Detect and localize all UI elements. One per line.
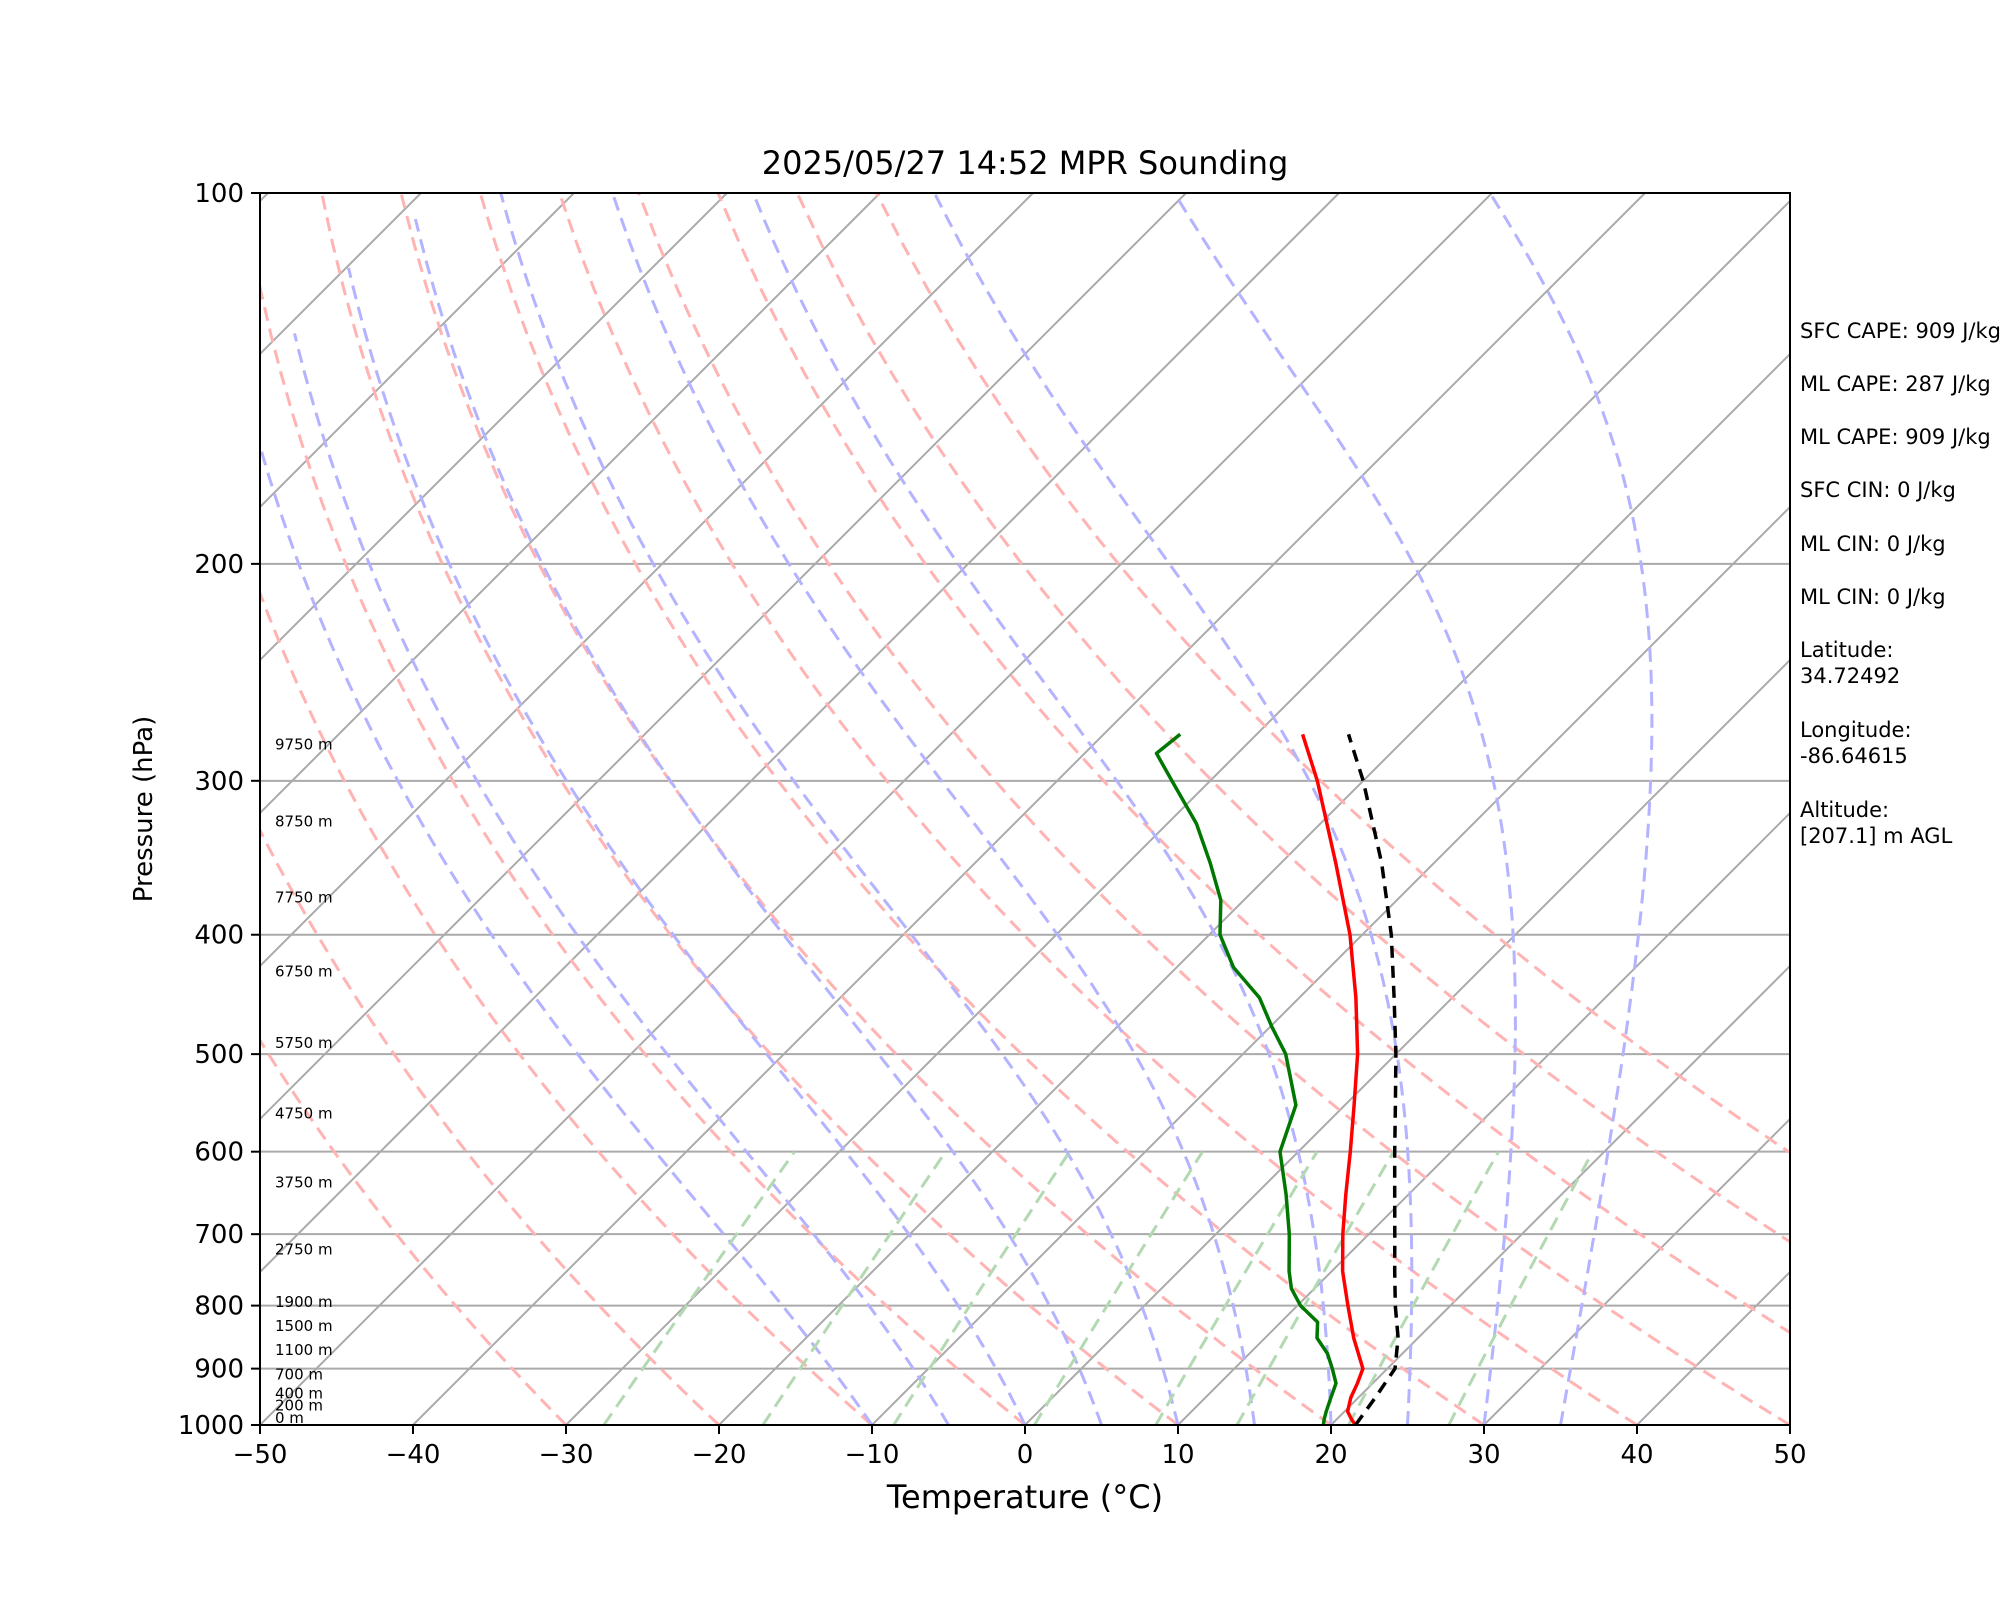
- height-label: 8750 m: [275, 813, 333, 831]
- x-tick-label: −40: [386, 1440, 441, 1470]
- x-tick-label: 10: [1161, 1440, 1194, 1470]
- dry-adiabat-line: [875, 193, 1790, 1155]
- dry-adiabat-line: [260, 589, 873, 1425]
- height-label: 9750 m: [275, 735, 333, 753]
- moist-adiabat-line: [293, 333, 950, 1425]
- temperature-profile: [1300, 733, 1365, 1425]
- ml-cin-text-1: ML CIN: 0 J/kg: [1800, 532, 1946, 556]
- plot-frame: [259, 192, 1791, 1426]
- isotherm-line: [565, 199, 1790, 1425]
- sfc-cape-text: SFC CAPE: 909 J/kg: [1800, 319, 2000, 343]
- isotherm-line: [871, 505, 1790, 1425]
- isotherm-line: [260, 193, 1340, 1274]
- height-label: 1900 m: [275, 1293, 333, 1311]
- isotherm-line: [412, 193, 1646, 1425]
- y-tick-label: 300: [194, 767, 244, 797]
- sfc-cin-text: SFC CIN: 0 J/kg: [1800, 478, 1956, 502]
- mixing-ratio-line: [1235, 1150, 1395, 1425]
- isotherm-line: [1483, 1117, 1790, 1425]
- isotherm-line: [1177, 811, 1790, 1425]
- x-tick-label: 30: [1467, 1440, 1500, 1470]
- x-tick-label: 20: [1314, 1440, 1347, 1470]
- height-label: 4750 m: [275, 1104, 333, 1122]
- dry-adiabat-line: [795, 193, 1790, 1244]
- moist-adiabat-line: [1488, 193, 1654, 1425]
- mixing-ratio-line: [1154, 1150, 1319, 1425]
- mixing-ratio-line: [1447, 1150, 1595, 1425]
- ml-cin-text-2: ML CIN: 0 J/kg: [1800, 585, 1946, 609]
- altitude-text: Altitude: [207.1] m AGL: [1800, 798, 1953, 848]
- isotherm-line: [1024, 658, 1790, 1425]
- isotherm-line: [260, 193, 1034, 968]
- x-tick-label: −50: [233, 1440, 288, 1470]
- parcel-profile: [1346, 733, 1400, 1425]
- latitude-text: Latitude: 34.72492: [1800, 638, 1901, 688]
- isotherm-line: [260, 193, 728, 662]
- y-tick-label: 200: [194, 550, 244, 580]
- y-axis-label: Pressure (hPa): [129, 716, 159, 903]
- mixing-ratio-line: [761, 1150, 947, 1425]
- dry-adiabat-line: [320, 193, 1179, 1425]
- dewpoint-profile: [1154, 732, 1338, 1425]
- height-label: 2750 m: [275, 1241, 333, 1259]
- mixing-ratio-line: [1347, 1150, 1500, 1425]
- height-label: 400 m: [275, 1384, 323, 1402]
- dry-adiabat-line: [399, 193, 1332, 1425]
- y-tick-label: 400: [194, 921, 244, 951]
- x-tick-label: 40: [1620, 1440, 1653, 1470]
- dry-adiabat-line: [260, 827, 721, 1425]
- dry-adiabat-line: [478, 193, 1485, 1425]
- moist-adiabat-line: [347, 267, 1027, 1425]
- isotherm-line: [260, 193, 575, 509]
- isotherm-line: [1330, 964, 1790, 1425]
- height-label: 0 m: [275, 1409, 304, 1427]
- height-label: 5750 m: [275, 1034, 333, 1052]
- y-tick-label: 100: [194, 179, 244, 209]
- height-label: 3750 m: [275, 1174, 333, 1192]
- x-axis-label: Temperature (°C): [886, 1478, 1163, 1516]
- x-tick-label: −20: [692, 1440, 747, 1470]
- height-label: 700 m: [275, 1366, 323, 1384]
- moist-adiabat-line: [1173, 193, 1517, 1425]
- chart-title: 2025/05/27 14:52 MPR Sounding: [762, 144, 1289, 182]
- moist-adiabat-line: [933, 193, 1414, 1425]
- moist-adiabat-line: [499, 193, 1180, 1425]
- height-label: 7750 m: [275, 888, 333, 906]
- ml-cape-text-1: ML CAPE: 287 J/kg: [1800, 372, 1991, 396]
- moist-adiabat-line: [260, 440, 874, 1425]
- longitude-text: Longitude: -86.64615: [1800, 718, 1912, 768]
- isotherm-line: [260, 193, 881, 815]
- dry-adiabat-line: [260, 279, 1026, 1425]
- height-label: 1100 m: [275, 1341, 333, 1359]
- isotherm-line: [718, 352, 1790, 1425]
- height-label: 1500 m: [275, 1317, 333, 1335]
- x-tick-label: 0: [1017, 1440, 1034, 1470]
- x-tick-label: −30: [539, 1440, 594, 1470]
- mixing-ratio-line: [1033, 1150, 1204, 1425]
- mixing-ratio-line: [602, 1150, 796, 1425]
- isotherm-line: [260, 193, 1187, 1121]
- dry-adiabat-line: [558, 193, 1638, 1425]
- y-tick-label: 900: [194, 1355, 244, 1385]
- isotherm-line: [260, 193, 1493, 1425]
- y-tick-label: 600: [194, 1138, 244, 1168]
- height-label: 6750 m: [275, 962, 333, 980]
- y-tick-label: 800: [194, 1292, 244, 1322]
- dry-adiabat-line: [716, 193, 1790, 1335]
- ml-cape-text-2: ML CAPE: 909 J/kg: [1800, 425, 1991, 449]
- dry-adiabat-line: [637, 193, 1790, 1425]
- height-label: 200 m: [275, 1397, 323, 1415]
- mixing-ratio-line: [892, 1150, 1071, 1425]
- moist-adiabat-line: [413, 218, 1103, 1425]
- y-tick-label: 500: [194, 1040, 244, 1070]
- y-tick-label: 700: [194, 1220, 244, 1250]
- x-tick-label: −10: [845, 1440, 900, 1470]
- dry-adiabat-line: [260, 1037, 568, 1425]
- moist-adiabat-line: [611, 193, 1256, 1425]
- x-tick-label: 50: [1773, 1440, 1806, 1470]
- y-tick-label: 1000: [178, 1411, 244, 1441]
- isotherm-line: [0, 193, 115, 1425]
